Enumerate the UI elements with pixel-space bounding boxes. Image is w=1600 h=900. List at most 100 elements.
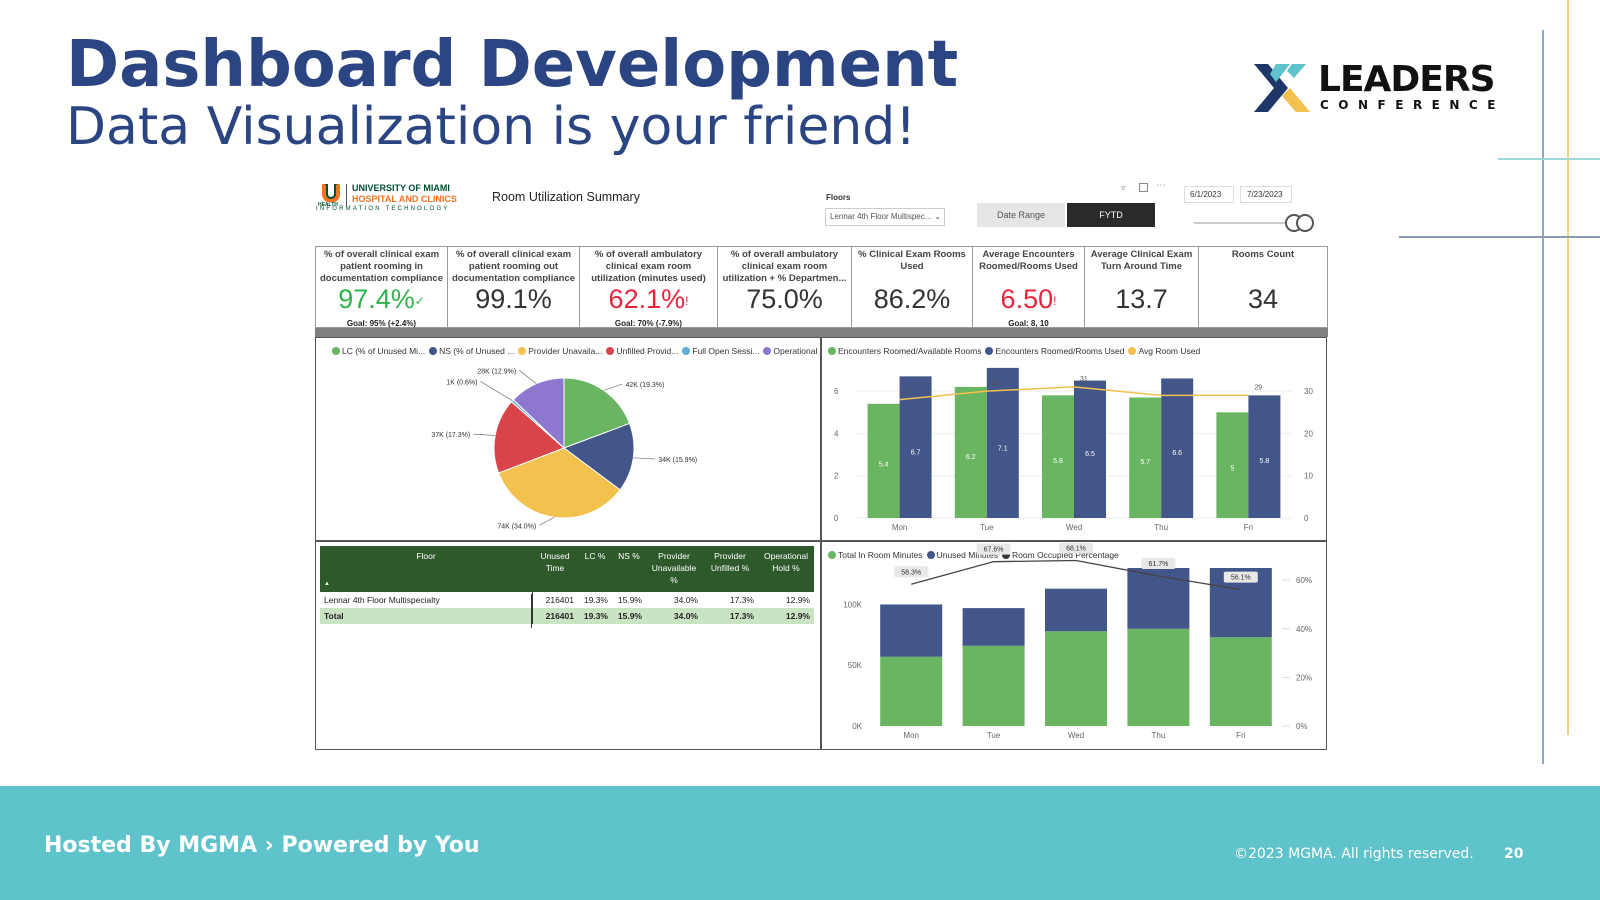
sort-ascending-icon[interactable]: ▲ <box>324 581 330 587</box>
legend-item[interactable]: Avg Room Used <box>1128 346 1200 356</box>
room-minutes-legend: Total In Room Minutes Unused Minutes Room … <box>828 550 1123 560</box>
x-tick-label: Fri <box>1244 523 1254 532</box>
th-floor[interactable]: Floor ▲ <box>320 546 532 592</box>
legend-item[interactable]: Full Open Sessi... <box>682 346 759 356</box>
pie-slice[interactable] <box>512 377 565 450</box>
line-label-background <box>1059 542 1093 554</box>
footer-hosted-by: Hosted By MGMA › Powered by You <box>44 833 480 858</box>
legend-item[interactable]: Provider Unavaila... <box>518 346 602 356</box>
bar[interactable] <box>954 386 987 518</box>
pie-slice[interactable] <box>493 401 565 474</box>
occupied-percentage-line[interactable] <box>911 559 1241 591</box>
th-ns[interactable]: NS % <box>612 546 646 592</box>
date-range-button[interactable]: Date Range <box>977 203 1065 227</box>
filter-icon[interactable]: ▿ <box>1121 183 1126 193</box>
x-tick-label: Wed <box>1066 523 1082 532</box>
fytd-button[interactable]: FYTD <box>1067 203 1155 227</box>
legend-dot-icon <box>518 347 527 355</box>
legend-item[interactable]: Operational ... <box>763 346 827 356</box>
bar-segment-in-room[interactable] <box>880 656 943 726</box>
legend-item[interactable]: Encounters Roomed/Rooms Used <box>985 346 1124 356</box>
bar[interactable] <box>867 403 900 518</box>
bar-segment-in-room[interactable] <box>1127 628 1190 726</box>
page-number: 20 <box>1504 846 1524 862</box>
cell-unused-time: 216401 <box>545 595 574 605</box>
y-tick-label: 2 <box>834 472 839 481</box>
legend-item[interactable]: Unused Minutes <box>926 550 998 560</box>
pie-slice[interactable] <box>497 447 621 519</box>
kpi-value-text: 75.0% <box>746 284 823 314</box>
kpi-label: % of overall ambulatory clinical exam ro… <box>591 249 706 284</box>
unused-time-table-panel: Floor ▲ Unused Time LC % NS % Provider Un… <box>315 541 821 750</box>
bar[interactable] <box>1161 378 1194 518</box>
bar-segment-unused[interactable] <box>1045 588 1107 632</box>
th-lc[interactable]: LC % <box>578 546 612 592</box>
kpi-value-text: 99.1% <box>475 284 552 314</box>
line-label-background <box>1141 558 1176 570</box>
bar-data-label: 6.5 <box>1085 451 1095 458</box>
kpi-value: 99.1% <box>448 285 579 313</box>
kpi-value-text: 86.2% <box>873 284 951 314</box>
bar-segment-unused[interactable] <box>880 604 943 657</box>
line-data-label: 29 <box>1254 384 1262 391</box>
bar-segment-unused[interactable] <box>1127 568 1190 629</box>
bar[interactable] <box>1042 395 1074 518</box>
total-unused-time: 216401 <box>545 611 574 621</box>
th-provider-unfilled[interactable]: Provider Unfilled % <box>702 546 758 592</box>
bar[interactable] <box>1074 380 1106 518</box>
floors-select[interactable]: Lennar 4th Floor Multispec... ⌄ <box>825 208 945 226</box>
bar[interactable] <box>986 367 1019 518</box>
kpi-value-text: 97.4% <box>338 284 415 314</box>
th-unused-time[interactable]: Unused Time <box>532 546 578 592</box>
bar-segment-in-room[interactable] <box>1045 631 1107 726</box>
legend-item[interactable]: Room Occupied Percentage <box>1002 550 1119 560</box>
unused-time-table: Floor ▲ Unused Time LC % NS % Provider Un… <box>320 546 814 624</box>
legend-label: Total In Room Minutes <box>838 550 923 560</box>
pie-leader-line <box>603 383 623 391</box>
legend-item[interactable]: Encounters Roomed/Available Rooms <box>828 346 981 356</box>
date-slider-track[interactable] <box>1194 222 1302 224</box>
bar[interactable] <box>1248 395 1281 518</box>
x-tick-label: Thu <box>1154 523 1168 532</box>
bar-segment-in-room[interactable] <box>1209 637 1272 726</box>
bar-data-label: 5.7 <box>1140 459 1150 466</box>
bar-data-label: 7.1 <box>998 445 1008 452</box>
line-data-label: 2 <box>906 389 910 396</box>
line-data-label: 68.1% <box>1066 545 1086 552</box>
th-operational-hold[interactable]: Operational Hold % <box>758 546 814 592</box>
date-end-input[interactable]: 7/23/2023 <box>1240 186 1292 203</box>
legend-label: Unused Minutes <box>936 550 998 560</box>
org-line-3: INFORMATION TECHNOLOGY <box>316 206 450 212</box>
legend-item[interactable]: Total In Room Minutes <box>828 550 923 560</box>
bar-segment-in-room[interactable] <box>962 645 1025 726</box>
avg-room-line[interactable] <box>899 386 1249 401</box>
org-line-1: UNIVERSITY OF MIAMI <box>352 183 450 193</box>
legend-item[interactable]: LC (% of Unused Mi... <box>332 346 425 356</box>
legend-item[interactable]: Unfilled Provid... <box>606 346 678 356</box>
x-tick-label: Tue <box>987 731 1001 740</box>
date-start-input[interactable]: 6/1/2023 <box>1184 186 1234 203</box>
cell-floor: Lennar 4th Floor Multispecialty <box>320 592 533 608</box>
bar[interactable] <box>899 376 932 518</box>
pie-panel: LC (% of Unused Mi... NS (% of Unused ...… <box>315 337 827 541</box>
pie-slice[interactable] <box>563 377 631 449</box>
bar[interactable] <box>1129 397 1162 518</box>
y2-tick-label: 0% <box>1296 722 1308 731</box>
kpi-value: 97.4%✓ <box>316 285 447 315</box>
table-row[interactable]: Lennar 4th Floor Multispecialty 216401 1… <box>320 592 814 608</box>
org-health-label: HEALTH <box>318 202 338 208</box>
pie-slice[interactable] <box>562 422 635 491</box>
th-provider-unavailable[interactable]: Provider Unavailable % <box>646 546 702 592</box>
org-line-2: HOSPITAL AND CLINICS <box>352 194 457 204</box>
bar[interactable] <box>1216 412 1249 518</box>
legend-item[interactable]: NS (% of Unused ... <box>429 346 514 356</box>
focus-mode-icon[interactable] <box>1139 183 1148 192</box>
bar-segment-unused[interactable] <box>962 608 1025 646</box>
date-slider-handle-end[interactable] <box>1296 214 1314 232</box>
legend-label: Avg Room Used <box>1138 346 1201 356</box>
pie-leader-line <box>539 517 555 526</box>
legend-label: Full Open Sessi... <box>692 346 760 356</box>
more-options-icon[interactable]: ⋯ <box>1156 180 1166 191</box>
kpi-goal: Goal: 8, 10 <box>1008 318 1049 328</box>
legend-label: Unfilled Provid... <box>616 346 679 356</box>
